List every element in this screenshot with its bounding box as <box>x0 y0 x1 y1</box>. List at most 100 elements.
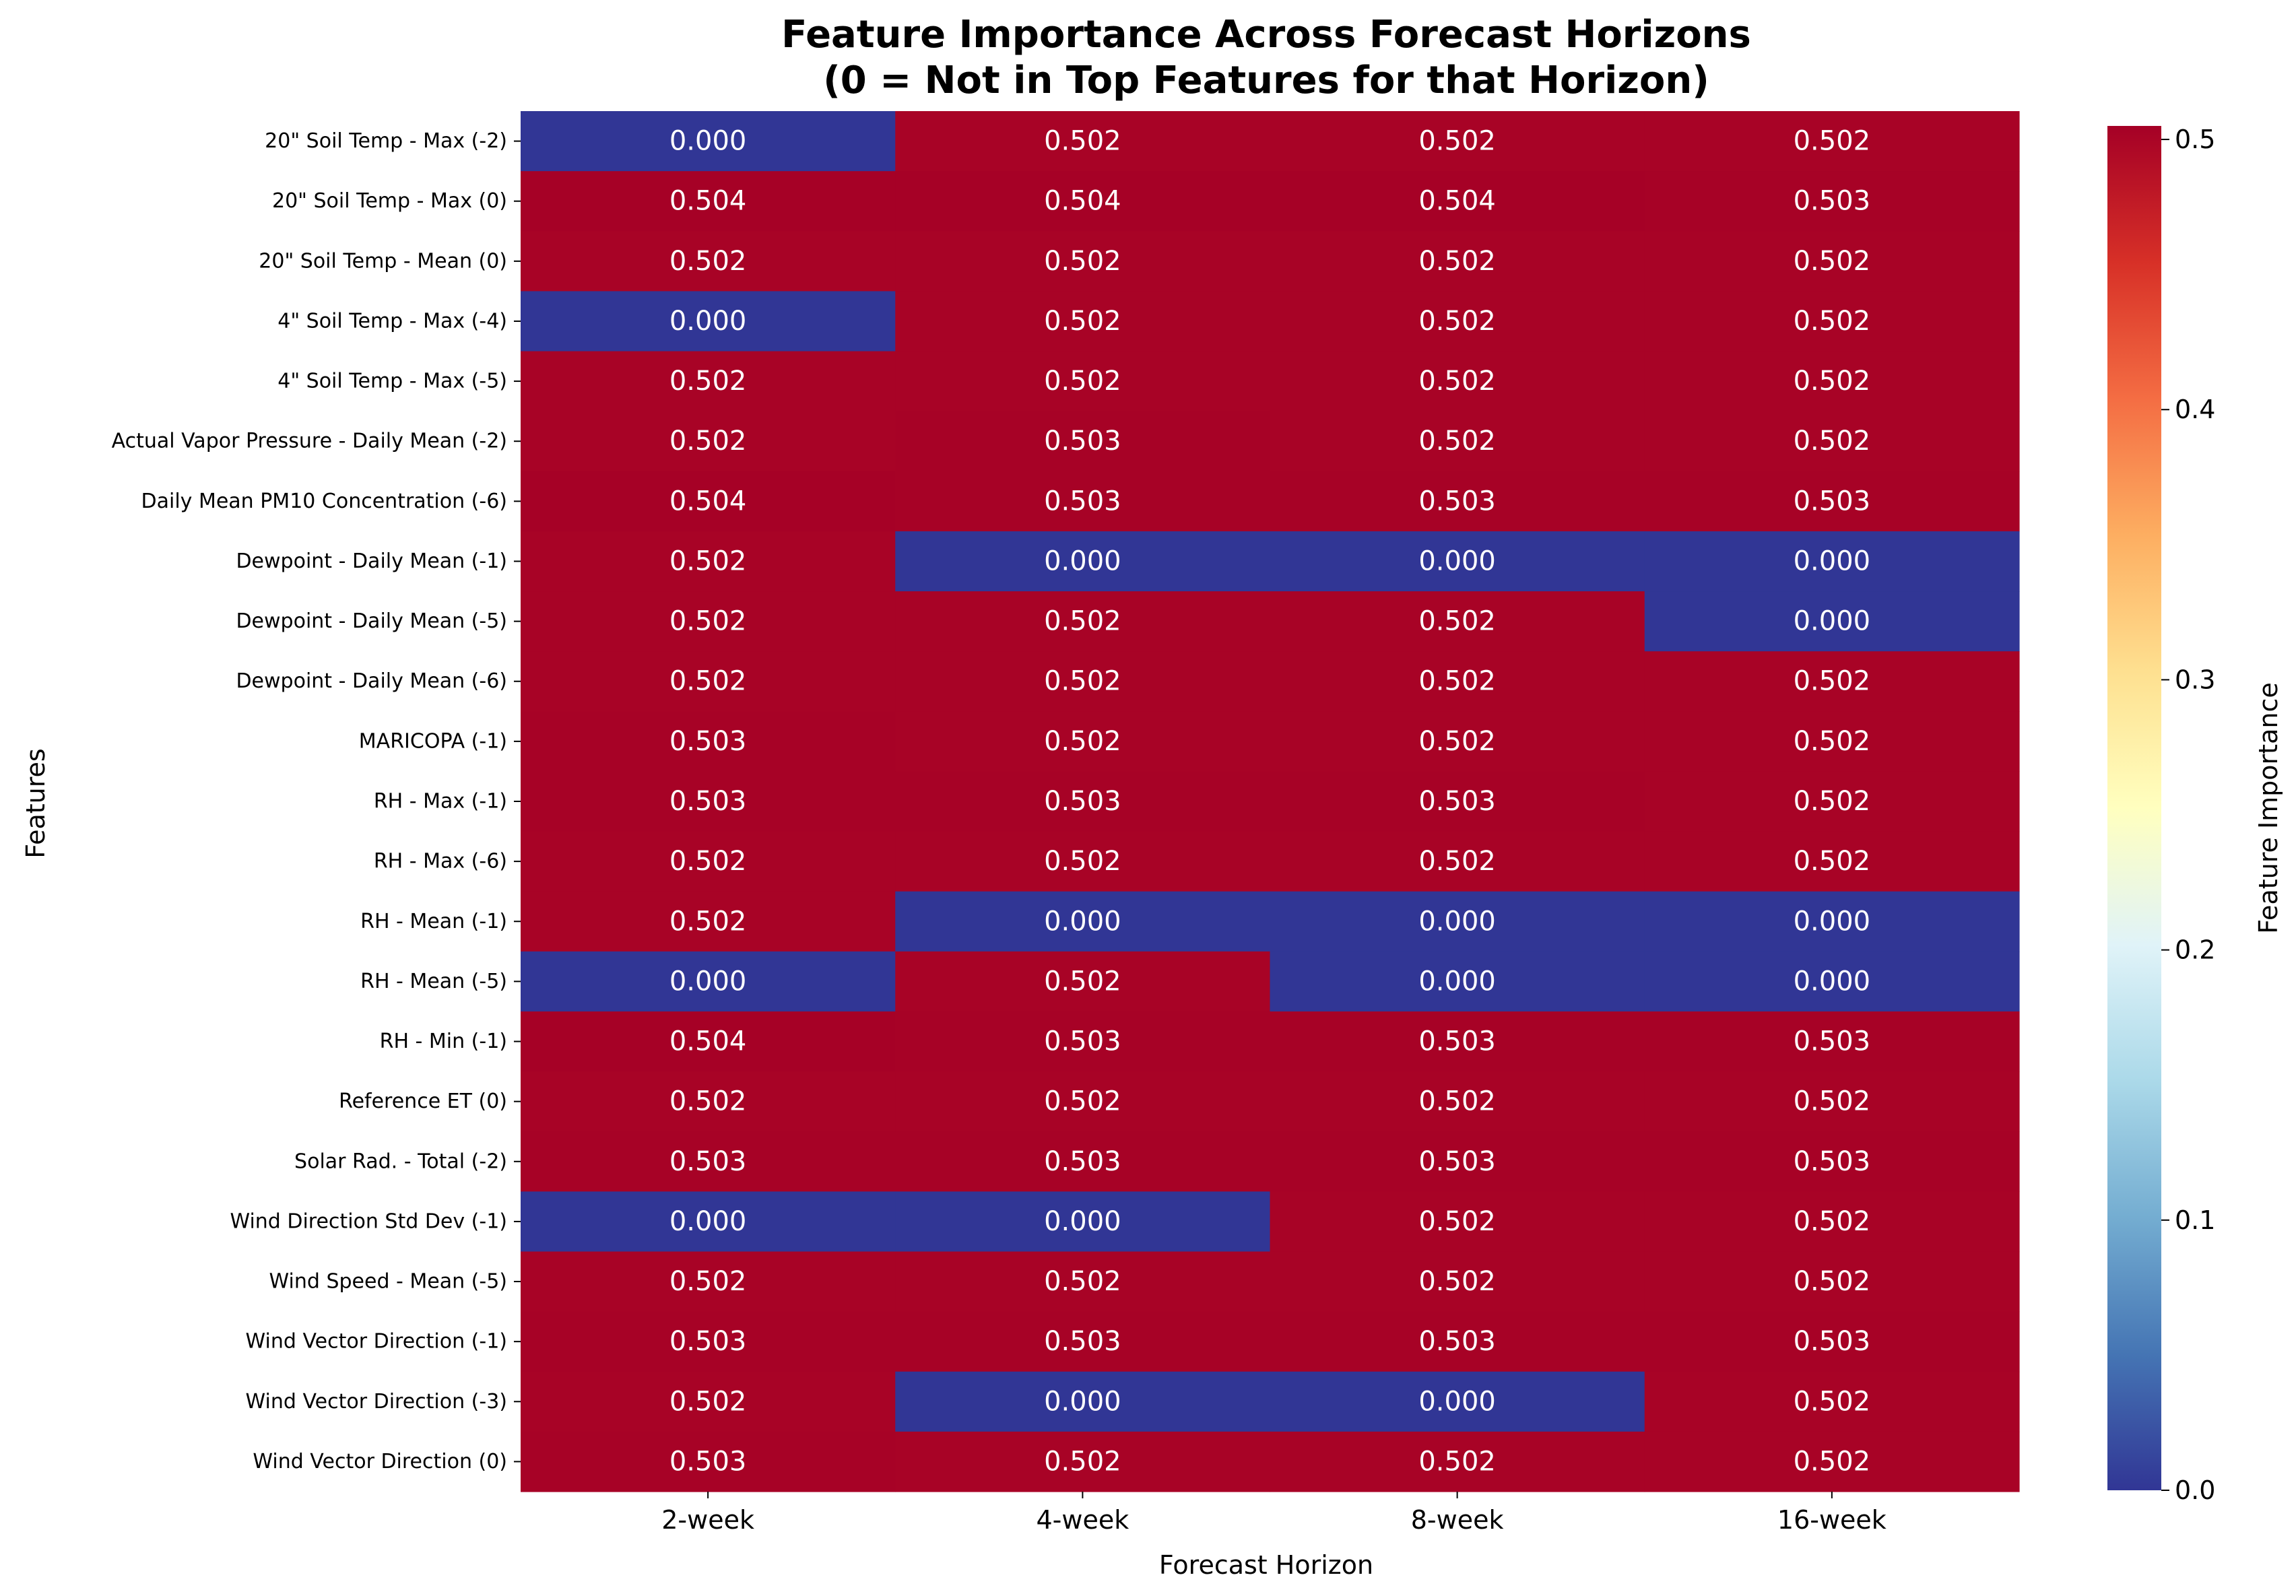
cell-value-label: 0.000 <box>1044 1206 1121 1237</box>
heatmap-cell <box>1644 351 2020 412</box>
cell-value-label: 0.503 <box>1418 1326 1496 1357</box>
cell-value-label: 0.502 <box>1044 666 1121 697</box>
cell-value-label: 0.502 <box>669 846 747 877</box>
heatmap-cell <box>1644 1311 2020 1372</box>
column-label: 16-week <box>1777 1505 1887 1535</box>
cell-value-label: 0.000 <box>1044 545 1121 576</box>
heatmap-cell <box>1270 351 1645 412</box>
row-label: RH - Mean (-5) <box>360 970 507 993</box>
heatmap-cell <box>521 891 896 952</box>
heatmap-cell <box>1644 411 2020 472</box>
cell-value-label: 0.000 <box>1794 966 1871 997</box>
cell-value-label: 0.502 <box>1044 246 1121 277</box>
heatmap-cells: 0.000 0.502 0.502 0.502 0.504 0.504 0.504 0.503… <box>521 111 2020 1492</box>
row-label: 4" Soil Temp - Max (-4) <box>277 309 507 333</box>
heatmap-cell <box>1270 771 1645 832</box>
heatmap-cell <box>521 531 896 592</box>
heatmap-cell <box>895 1371 1271 1432</box>
heatmap-cell <box>1644 711 2020 772</box>
heatmap-cell <box>521 111 896 172</box>
row-label: Solar Rad. - Total (-2) <box>294 1150 507 1173</box>
cell-value-label: 0.504 <box>669 486 747 517</box>
heatmap-cell <box>895 411 1271 472</box>
cell-value-label: 0.502 <box>1794 786 1871 817</box>
row-label: Actual Vapor Pressure - Daily Mean (-2) <box>112 430 507 453</box>
heatmap-cell <box>1270 1251 1645 1312</box>
heatmap-cell <box>895 171 1271 232</box>
heatmap-cell <box>1644 591 2020 652</box>
cell-value-label: 0.502 <box>1794 1446 1871 1477</box>
heatmap-cell <box>521 1191 896 1253</box>
cell-value-label: 0.502 <box>1418 366 1496 397</box>
heatmap-cell <box>1270 831 1645 892</box>
heatmap-cell <box>1270 111 1645 172</box>
heatmap-cell <box>1644 531 2020 592</box>
heatmap-cell <box>521 771 896 832</box>
cell-value-label: 0.502 <box>1418 606 1496 637</box>
heatmap-cell <box>1270 1071 1645 1132</box>
heatmap-cell <box>895 831 1271 892</box>
column-label: 8-week <box>1411 1505 1504 1535</box>
cell-value-label: 0.000 <box>1418 1386 1496 1417</box>
cell-value-label: 0.503 <box>1794 486 1871 517</box>
row-label: Reference ET (0) <box>339 1090 507 1113</box>
row-label: Dewpoint - Daily Mean (-1) <box>236 550 507 573</box>
heatmap-cell <box>1270 1131 1645 1192</box>
heatmap-cell <box>1644 291 2020 352</box>
cell-value-label: 0.503 <box>669 786 747 817</box>
cell-value-label: 0.502 <box>669 366 747 397</box>
cell-value-label: 0.503 <box>669 1326 747 1357</box>
cell-value-label: 0.502 <box>669 666 747 697</box>
row-label: Wind Speed - Mean (-5) <box>269 1270 507 1294</box>
cell-value-label: 0.502 <box>1794 1206 1871 1237</box>
cell-value-label: 0.503 <box>1044 486 1121 517</box>
heatmap-cell <box>521 1131 896 1192</box>
cell-value-label: 0.503 <box>1044 1146 1121 1177</box>
cell-value-label: 0.502 <box>1794 846 1871 877</box>
cell-value-label: 0.000 <box>669 1206 747 1237</box>
heatmap-cell <box>1644 471 2020 532</box>
heatmap-cell <box>1644 651 2020 712</box>
heatmap-cell <box>1270 291 1645 352</box>
heatmap-cell <box>1270 411 1645 472</box>
colorbar-tick-label: 0.2 <box>2175 935 2215 965</box>
cell-value-label: 0.502 <box>1794 726 1871 757</box>
cell-value-label: 0.502 <box>1794 246 1871 277</box>
cell-value-label: 0.502 <box>1418 126 1496 157</box>
colorbar-label: Feature Importance <box>2254 682 2283 933</box>
heatmap-cell <box>521 171 896 232</box>
heatmap-cell <box>1270 471 1645 532</box>
heatmap-cell <box>1644 1431 2020 1492</box>
cell-value-label: 0.502 <box>1044 846 1121 877</box>
heatmap-cell <box>1644 771 2020 832</box>
cell-value-label: 0.502 <box>1794 1266 1871 1297</box>
heatmap-cell <box>895 531 1271 592</box>
colorbar-ticks: 0.0 0.1 0.2 0.3 0.4 0.5 <box>2161 125 2215 1505</box>
heatmap-cell <box>521 291 896 352</box>
cell-value-label: 0.502 <box>669 1266 747 1297</box>
row-label: Wind Vector Direction (0) <box>253 1450 507 1473</box>
heatmap-cell <box>521 711 896 772</box>
heatmap-cell <box>895 231 1271 292</box>
heatmap-cell <box>1644 1251 2020 1312</box>
heatmap-cell <box>1644 831 2020 892</box>
cell-value-label: 0.504 <box>669 186 747 217</box>
row-label: Dewpoint - Daily Mean (-5) <box>236 609 507 633</box>
cell-value-label: 0.502 <box>1418 1206 1496 1237</box>
cell-value-label: 0.502 <box>669 1386 747 1417</box>
cell-value-label: 0.502 <box>1044 306 1121 337</box>
cell-value-label: 0.502 <box>1794 306 1871 337</box>
cell-value-label: 0.503 <box>669 726 747 757</box>
cell-value-label: 0.503 <box>1418 786 1496 817</box>
row-label: RH - Max (-1) <box>374 790 507 813</box>
cell-value-label: 0.502 <box>1794 1386 1871 1417</box>
heatmap-cell <box>895 711 1271 772</box>
cell-value-label: 0.502 <box>669 906 747 937</box>
colorbar-tick-label: 0.0 <box>2175 1475 2215 1505</box>
cell-value-label: 0.503 <box>1044 1026 1121 1057</box>
column-label: 2-week <box>661 1505 754 1535</box>
cell-value-label: 0.504 <box>1044 186 1121 217</box>
cell-value-label: 0.000 <box>1044 1386 1121 1417</box>
cell-value-label: 0.502 <box>669 1086 747 1117</box>
heatmap-cell <box>521 591 896 652</box>
